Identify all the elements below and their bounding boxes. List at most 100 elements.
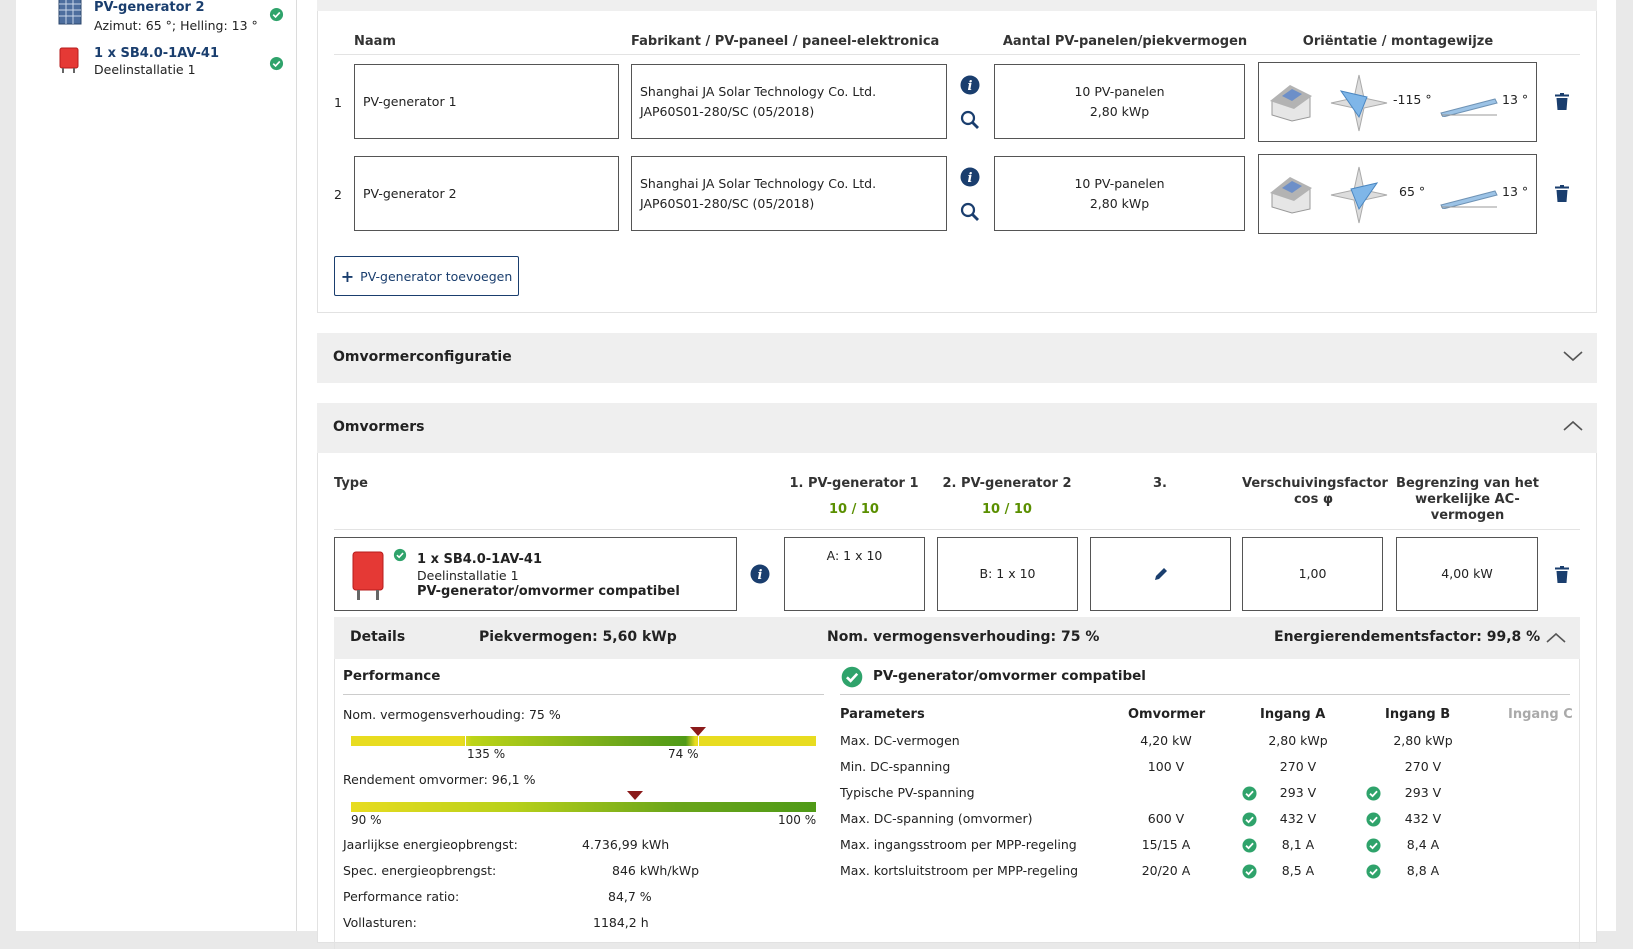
- card-top-strip: [317, 0, 1597, 11]
- col-header-gen2: 2. PV-generator 2: [942, 476, 1072, 491]
- input-b: B: 1 x 10: [979, 566, 1036, 581]
- compat-inverter-value: 20/20 A: [1141, 863, 1191, 878]
- inverter-title: 1 x SB4.0-1AV-41: [417, 552, 543, 567]
- panel-count-field[interactable]: 10 PV-panelen 2,80 kWp: [994, 156, 1245, 231]
- panel-count: 10 PV-panelen: [1074, 175, 1165, 191]
- stat-label: Jaarlijkse energieopbrengst:: [343, 837, 518, 852]
- performance-divider: [343, 694, 824, 695]
- panel-title: Omvormers: [333, 419, 425, 435]
- input-c-field[interactable]: [1090, 537, 1231, 611]
- panel-title: Omvormerconfiguratie: [333, 349, 512, 365]
- compat-input-b-value: 2,80 kWp: [1393, 733, 1453, 748]
- check-icon: [1366, 864, 1381, 879]
- orientation-field[interactable]: 65 ° 13 °: [1258, 154, 1537, 234]
- compat-input-b-value: 270 V: [1404, 759, 1442, 774]
- trash-icon[interactable]: [1555, 566, 1569, 583]
- col-header-name: Naam: [354, 34, 396, 49]
- ratio-marker: [689, 727, 706, 736]
- check-icon: [1242, 812, 1257, 827]
- chevron-up-icon: [1546, 632, 1566, 643]
- search-icon[interactable]: [960, 110, 980, 130]
- details-body: [334, 659, 1580, 949]
- generator-name: PV-generator 2: [363, 186, 457, 201]
- limit-line: Begrenzing van het: [1396, 476, 1539, 491]
- generator-name-field[interactable]: PV-generator 2: [354, 156, 619, 231]
- compat-param: Typische PV-spanning: [840, 785, 975, 800]
- trash-icon[interactable]: [1555, 93, 1569, 110]
- stat-value: 846 kWh/kWp: [612, 863, 700, 878]
- cosphi-line: cos φ: [1293, 492, 1334, 507]
- compat-input-a-value: 8,5 A: [1281, 863, 1315, 878]
- module-maker: Shanghai JA Solar Technology Co. Ltd.: [640, 84, 877, 99]
- module-maker: Shanghai JA Solar Technology Co. Ltd.: [640, 176, 877, 191]
- col-header-manufacturer: Fabrikant / PV-paneel / paneel-elektroni…: [631, 34, 940, 49]
- solar-panel-icon: [58, 0, 82, 25]
- input-a-field[interactable]: A: 1 x 10: [784, 537, 925, 611]
- compat-col-input-c: Ingang C: [1508, 707, 1573, 722]
- add-generator-button[interactable]: + PV-generator toevoegen: [334, 256, 519, 296]
- compat-col-params: Parameters: [840, 707, 925, 722]
- check-icon: [1366, 786, 1381, 801]
- ratio-bar: [351, 736, 816, 746]
- compat-inverter-value: 15/15 A: [1141, 837, 1191, 852]
- stat-value: 4.736,99 kWh: [582, 837, 670, 852]
- compat-col-input-b: Ingang B: [1385, 707, 1451, 722]
- efficiency-min: 90 %: [351, 813, 382, 827]
- pencil-icon: [1154, 568, 1167, 580]
- svg-text:i: i: [968, 171, 973, 186]
- compat-col-input-a: Ingang A: [1260, 707, 1326, 722]
- orientation-field[interactable]: -115 ° 13 °: [1258, 62, 1537, 142]
- header-divider: [334, 529, 1580, 530]
- module-field[interactable]: Shanghai JA Solar Technology Co. Ltd. JA…: [631, 156, 947, 231]
- inverter-type-field[interactable]: 1 x SB4.0-1AV-41 Deelinstallatie 1 PV-ge…: [334, 537, 737, 611]
- sidebar-item-title: PV-generator 2: [94, 0, 205, 15]
- col-header-gen3: 3.: [1153, 476, 1167, 491]
- generator-name-field[interactable]: PV-generator 1: [354, 64, 619, 139]
- details-peak: Piekvermogen: 5,60 kWp: [479, 629, 677, 645]
- sidebar-divider: [296, 0, 297, 931]
- azimuth-value: 65 °: [1399, 184, 1426, 199]
- compat-inverter-value: 100 V: [1147, 759, 1185, 774]
- input-a: A: 1 x 10: [826, 548, 883, 563]
- info-icon[interactable]: i: [750, 564, 770, 584]
- col-header-gen1: 1. PV-generator 1: [789, 476, 919, 491]
- compat-col-inverter: Omvormer: [1128, 707, 1206, 722]
- details-ratio: Nom. vermogensverhouding: 75 %: [827, 629, 1100, 645]
- input-b-field[interactable]: B: 1 x 10: [937, 537, 1078, 611]
- search-icon[interactable]: [960, 202, 980, 222]
- details-bar[interactable]: Details Piekvermogen: 5,60 kWp Nom. verm…: [334, 617, 1580, 659]
- efficiency-max: 100 %: [778, 813, 817, 827]
- mounting-angle-icon: [1440, 190, 1498, 209]
- compat-input-b-value: 8,4 A: [1406, 837, 1440, 852]
- compat-divider: [840, 694, 1570, 695]
- stat-value: 1184,2 h: [593, 915, 649, 930]
- compat-param: Max. DC-spanning (omvormer): [840, 811, 1033, 826]
- compat-param: Max. DC-vermogen: [840, 733, 960, 748]
- trash-icon[interactable]: [1555, 185, 1569, 202]
- stat-label: Spec. energieopbrengst:: [343, 863, 497, 878]
- module-field[interactable]: Shanghai JA Solar Technology Co. Ltd. JA…: [631, 64, 947, 139]
- inverters-header[interactable]: Omvormers: [317, 403, 1597, 453]
- add-generator-label: PV-generator toevoegen: [360, 268, 513, 284]
- compat-input-a-value: 8,1 A: [1281, 837, 1315, 852]
- sidebar-item-subtitle: Deelinstallatie 1: [94, 62, 196, 77]
- mounting-angle-icon: [1440, 98, 1498, 117]
- sidebar-item-pv-generator-2[interactable]: PV-generator 2 Azimut: 65 °; Helling: 13…: [58, 0, 258, 33]
- ac-limit-field[interactable]: 4,00 kW: [1396, 537, 1538, 611]
- inverter-config-header[interactable]: Omvormerconfiguratie: [317, 333, 1597, 383]
- info-icon[interactable]: i: [960, 75, 980, 95]
- info-icon[interactable]: i: [960, 167, 980, 187]
- details-energy: Energierendementsfactor: 99,8 %: [1274, 629, 1541, 645]
- col-header-cosphi: Verschuivingsfactor cos φ: [1242, 476, 1388, 508]
- cosphi-line: Verschuivingsfactor: [1242, 476, 1388, 491]
- col-header-limit: Begrenzing van het werkelijke AC- vermog…: [1396, 476, 1539, 524]
- sidebar-item-subtitle: Azimut: 65 °; Helling: 13 °: [94, 18, 258, 33]
- cosphi-field[interactable]: 1,00: [1242, 537, 1383, 611]
- efficiency-marker: [626, 791, 643, 800]
- svg-text:i: i: [968, 79, 973, 94]
- sidebar-item-inverter[interactable]: 1 x SB4.0-1AV-41 Deelinstallatie 1: [58, 46, 219, 77]
- compat-input-b-value: 8,8 A: [1406, 863, 1440, 878]
- check-icon: [1242, 786, 1257, 801]
- check-icon: [1366, 812, 1381, 827]
- panel-count-field[interactable]: 10 PV-panelen 2,80 kWp: [994, 64, 1245, 139]
